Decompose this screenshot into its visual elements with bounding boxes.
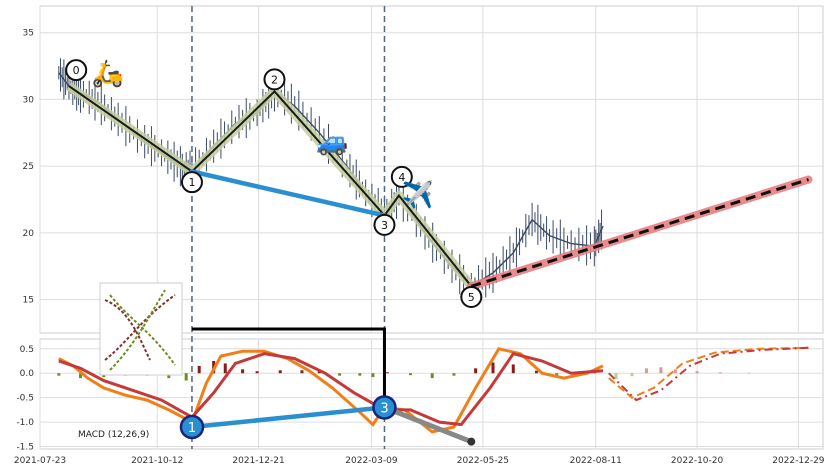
wave-label-circle — [263, 68, 286, 91]
macd-forecast-histogram-bar — [644, 368, 648, 374]
inset-curve-red — [104, 294, 176, 361]
wave-label-circle — [65, 59, 88, 82]
x-tick-label: 2022-12-29 — [772, 456, 825, 466]
inset-thumbnail-icon — [99, 282, 183, 376]
wave-label-circle — [460, 285, 483, 308]
x-tick-label: 2022-10-20 — [671, 456, 724, 466]
macd-extension-line — [382, 404, 474, 445]
overlay-layer: 0 1 2 3 4 5 🛵 🚙 ✈️ 1 3 — [65, 6, 813, 449]
macd-legend-text: MACD (12,26,9) — [78, 430, 149, 440]
macd-histogram-bar — [197, 365, 201, 374]
macd-histogram-bar — [409, 373, 413, 376]
macd-histogram-bar — [430, 373, 434, 379]
macd-y-tick-label: -1.0 — [16, 418, 34, 428]
macd-histogram-bar — [223, 363, 227, 374]
x-tick-label: 2021-12-21 — [232, 456, 284, 466]
x-tick-label: 2022-05-25 — [457, 456, 509, 466]
macd-layer — [57, 346, 809, 434]
wave-label-text: 4 — [398, 171, 405, 184]
price-y-tick-label: 30 — [23, 95, 35, 105]
macd-histogram-bar — [184, 373, 188, 381]
macd-forecast-histogram-bar — [614, 373, 618, 380]
price-y-tick-label: 25 — [23, 162, 34, 172]
price-y-tick-label: 15 — [23, 296, 34, 306]
price-y-tick-label: 20 — [23, 229, 35, 239]
vehicle-emoji-icon: 🚙 — [316, 127, 348, 157]
x-tick-label: 2022-03-09 — [345, 456, 398, 466]
vehicle-emoji-icon: 🛵 — [92, 59, 124, 89]
macd-forecast-histogram-bar — [659, 367, 663, 374]
macd-histogram-bar — [534, 370, 538, 374]
price-y-tick-label: 35 — [23, 29, 34, 39]
macd-histogram-bar — [255, 371, 259, 374]
macd-y-tick-label: -0.5 — [16, 394, 34, 404]
macd-histogram-bar — [491, 362, 495, 374]
macd-histogram-bar — [385, 372, 389, 374]
macd-forecast-histogram-bar — [673, 369, 677, 374]
wave-label-circle — [180, 171, 203, 194]
forecast-dashed-line — [470, 178, 809, 288]
wave-label-text: 1 — [188, 176, 195, 189]
macd-forecast-histogram-bar — [630, 373, 634, 377]
x-tick-label: 2022-08-11 — [570, 456, 622, 466]
macd-wave-point-label: 1 — [188, 421, 196, 436]
wave-label-text: 0 — [73, 64, 80, 77]
x-tick-label: 2021-07-23 — [14, 456, 66, 466]
macd-wave-point-label: 3 — [380, 401, 388, 416]
macd-histogram-bar — [511, 364, 515, 374]
macd-forecast-histogram-bar — [695, 371, 699, 374]
macd-histogram-bar — [555, 373, 559, 376]
wave-label-text: 3 — [381, 219, 388, 232]
macd-histogram-bar — [452, 373, 456, 376]
macd-y-tick-label: 0.0 — [20, 369, 35, 379]
macd-line — [58, 347, 604, 434]
wave-label-text: 5 — [468, 291, 475, 304]
macd-forecast-line — [608, 346, 809, 399]
axis-labels: 2021-07-23 2021-10-12 2021-12-21 2022-03-09… — [14, 29, 825, 466]
macd-histogram-bar — [79, 373, 83, 379]
macd-forecast-histogram-bar — [718, 372, 722, 374]
macd-histogram-bar — [278, 370, 282, 374]
macd-histogram-bar — [300, 370, 304, 374]
macd-histogram-bar — [358, 373, 362, 376]
x-tick-label: 2021-10-12 — [131, 456, 183, 466]
macd-histogram-bar — [371, 373, 375, 378]
macd-histogram-bar — [57, 373, 61, 376]
signal-forecast-line — [608, 346, 809, 402]
connector-line — [191, 327, 386, 408]
macd-y-tick-label: -1.5 — [16, 443, 34, 453]
wave-label-text: 2 — [271, 73, 278, 86]
macd-y-tick-label: 0.5 — [20, 345, 34, 355]
macd-extension-endpoint — [467, 437, 476, 446]
inset-curve-green — [109, 289, 176, 371]
vehicle-emoji-icon: ✈️ — [402, 179, 434, 211]
macd-histogram-bar — [167, 373, 171, 379]
support-trendline — [189, 169, 387, 218]
wave-label-circle — [373, 213, 396, 236]
macd-histogram-bar — [338, 373, 342, 376]
macd-histogram-bar — [474, 368, 478, 374]
macd-wave-point-circle — [179, 414, 205, 440]
macd-wave-point-circle — [372, 395, 397, 420]
elliott-wave-line — [68, 85, 473, 287]
wave-label-circle — [390, 165, 413, 188]
signal-line — [58, 351, 604, 427]
macd-divergence-line — [191, 405, 385, 430]
macd-histogram-bar — [241, 369, 245, 374]
